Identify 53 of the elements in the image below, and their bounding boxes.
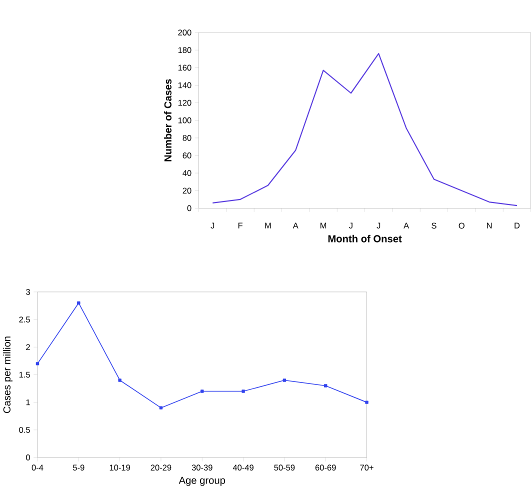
y-tick-label: 60 <box>182 152 192 158</box>
point <box>159 406 163 410</box>
y-tick-label: 1.5 <box>19 372 30 378</box>
x-tick-label: 30-39 <box>192 464 212 471</box>
point <box>242 390 245 393</box>
x-tick-label: 0-4 <box>32 464 44 471</box>
point <box>200 390 204 393</box>
y-tick-label: 100 <box>178 117 192 124</box>
y-tick-label: 200 <box>178 30 192 36</box>
y-tick-label: 2 <box>26 344 30 350</box>
x-tick-label: 5-9 <box>73 464 84 471</box>
y-tick-label: 1 <box>26 399 30 406</box>
y-tick-label: 180 <box>178 47 192 54</box>
point <box>118 378 122 382</box>
y-tick-label: 40 <box>182 170 192 176</box>
x-tick-label: D <box>514 222 520 228</box>
x-tick-label: A <box>404 222 410 228</box>
x-tick-label: M <box>265 222 271 228</box>
x-tick-label: J <box>376 222 380 229</box>
line-series <box>212 53 518 206</box>
y-tick-label: 20 <box>182 188 192 194</box>
x-tick-label: 60-69 <box>315 464 336 471</box>
y-tick-label: 140 <box>178 82 192 88</box>
x-axis-title: Month of Onset <box>328 234 402 242</box>
y-axis-title: Number of Cases <box>164 79 172 162</box>
point <box>282 378 286 382</box>
point <box>365 400 368 404</box>
y-tick-label: 3 <box>26 289 30 295</box>
y-tick-label: 80 <box>182 135 192 141</box>
x-tick-label: N <box>487 222 492 228</box>
y-tick-label: 2.5 <box>19 316 30 322</box>
x-tick-label: 20-29 <box>150 464 172 471</box>
point <box>77 301 80 305</box>
x-tick-label: S <box>432 222 436 229</box>
y-tick-label: 0 <box>26 454 30 460</box>
y-tick-label: 0 <box>187 205 192 212</box>
x-tick-label: J <box>349 222 352 229</box>
x-tick-label: O <box>458 222 464 229</box>
x-tick-label: 50-59 <box>274 464 295 471</box>
x-tick-label: M <box>320 222 326 228</box>
x-tick-label: F <box>238 222 242 228</box>
y-axis-title: Cases per million <box>3 336 12 414</box>
x-tick-label: 70+ <box>360 464 374 471</box>
y-tick-label: 0.5 <box>19 426 30 433</box>
y-tick-label: 160 <box>178 64 192 71</box>
x-axis-title: Age group <box>178 476 226 486</box>
x-tick-label: 10-19 <box>110 464 130 471</box>
point <box>36 362 40 366</box>
x-tick-label: J <box>210 222 214 229</box>
x-tick-label: A <box>292 222 298 228</box>
y-tick-label: 120 <box>178 100 192 106</box>
x-tick-label: 40-49 <box>232 464 254 471</box>
point <box>324 384 328 388</box>
